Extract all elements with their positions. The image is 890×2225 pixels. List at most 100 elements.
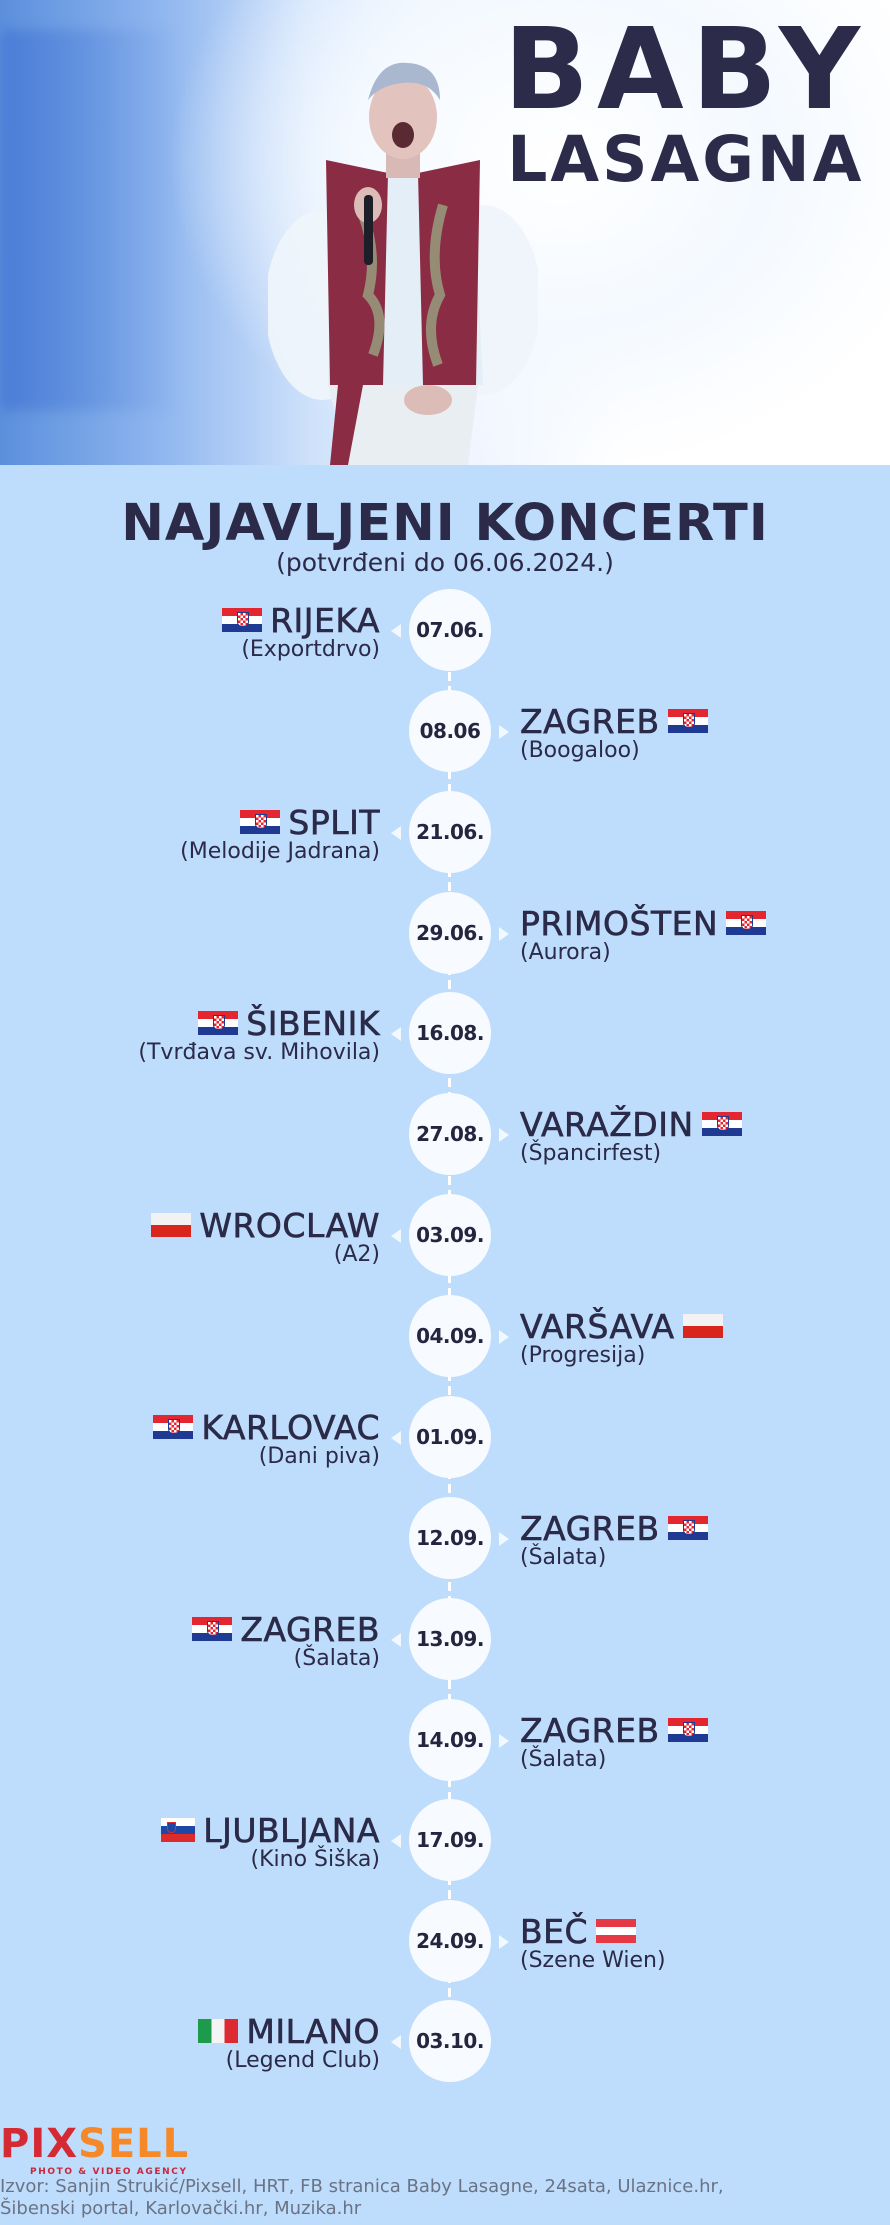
pointer-right-icon bbox=[499, 1128, 509, 1142]
event-date: 04.09. bbox=[409, 1295, 491, 1377]
event-label: WROCLAW (A2) bbox=[151, 1208, 380, 1266]
pointer-right-icon bbox=[499, 1330, 509, 1344]
event-venue: (Tvrđava sv. Mihovila) bbox=[138, 1040, 380, 1065]
event-venue: (Melodije Jadrana) bbox=[180, 839, 380, 864]
event-date: 17.09. bbox=[409, 1799, 491, 1881]
event-venue: (Progresija) bbox=[520, 1343, 646, 1368]
croatia-flag-icon bbox=[222, 608, 263, 632]
section-subtitle: (potvrđeni do 06.06.2024.) bbox=[276, 548, 614, 577]
event-city: ZAGREB bbox=[520, 701, 660, 741]
event-label: MILANO (Legend Club) bbox=[198, 2014, 380, 2072]
pointer-left-icon bbox=[391, 826, 401, 840]
event-city: LJUBLJANA bbox=[203, 1810, 380, 1850]
concert-event: 08.06 ZAGREB (Boogaloo) bbox=[0, 690, 890, 772]
event-venue: (Szene Wien) bbox=[520, 1948, 666, 1973]
event-city: ZAGREB bbox=[520, 1508, 660, 1548]
logo-part-sell: SELL bbox=[78, 2121, 190, 2167]
event-city: MILANO bbox=[246, 2011, 380, 2051]
event-venue: (Boogaloo) bbox=[520, 738, 640, 763]
austria-flag-icon bbox=[596, 1919, 637, 1943]
concert-event: ŠIBENIK (Tvrđava sv. Mihovila) 16.08. bbox=[0, 992, 890, 1074]
event-date: 01.09. bbox=[409, 1396, 491, 1478]
event-city: PRIMOŠTEN bbox=[520, 903, 719, 943]
pointer-right-icon bbox=[499, 1734, 509, 1748]
croatia-flag-icon bbox=[726, 911, 767, 935]
event-venue: (Kino Šiška) bbox=[250, 1847, 380, 1872]
sources-line-2: Šibenski portal, Karlovački.hr, Muzika.h… bbox=[0, 2198, 362, 2219]
event-label: LJUBLJANA (Kino Šiška) bbox=[161, 1813, 380, 1871]
pointer-left-icon bbox=[391, 1633, 401, 1647]
poland-flag-icon bbox=[682, 1314, 723, 1338]
concert-event: RIJEKA (Exportdrvo) 07.06. bbox=[0, 589, 890, 671]
pointer-left-icon bbox=[391, 1229, 401, 1243]
event-date: 27.08. bbox=[409, 1093, 491, 1175]
event-label: PRIMOŠTEN (Aurora) bbox=[520, 903, 767, 965]
event-label: ZAGREB (Šalata) bbox=[192, 1612, 380, 1670]
croatia-flag-icon bbox=[198, 1011, 239, 1035]
event-label: ŠIBENIK (Tvrđava sv. Mihovila) bbox=[138, 1006, 380, 1064]
event-venue: (Šalata) bbox=[520, 1747, 607, 1772]
event-label: SPLIT (Melodije Jadrana) bbox=[180, 805, 380, 863]
pointer-right-icon bbox=[499, 1935, 509, 1949]
event-label: BEČ (Szene Wien) bbox=[520, 1914, 666, 1972]
pointer-right-icon bbox=[499, 1532, 509, 1546]
event-label: ZAGREB (Boogaloo) bbox=[520, 704, 708, 762]
event-label: VARŠAVA (Progresija) bbox=[520, 1309, 723, 1367]
event-venue: (Exportdrvo) bbox=[241, 637, 380, 662]
sources-credit: Izvor: Sanjin Strukić/Pixsell, HRT, FB s… bbox=[0, 2176, 880, 2220]
concert-event: WROCLAW (A2) 03.09. bbox=[0, 1194, 890, 1276]
band-name: BABY LASAGNA bbox=[504, 14, 868, 191]
event-venue: (Aurora) bbox=[520, 940, 611, 965]
pointer-right-icon bbox=[499, 927, 509, 941]
event-date: 03.09. bbox=[409, 1194, 491, 1276]
event-city: VARAŽDIN bbox=[520, 1104, 694, 1144]
event-city: KARLOVAC bbox=[201, 1407, 380, 1447]
poland-flag-icon bbox=[151, 1213, 192, 1237]
pointer-left-icon bbox=[391, 2035, 401, 2049]
event-city: WROCLAW bbox=[199, 1205, 380, 1245]
sources-line-1: Izvor: Sanjin Strukić/Pixsell, HRT, FB s… bbox=[0, 2176, 724, 2197]
event-venue: (Špancirfest) bbox=[520, 1141, 662, 1166]
croatia-flag-icon bbox=[667, 709, 708, 733]
concert-event: MILANO (Legend Club) 03.10. bbox=[0, 2000, 890, 2082]
event-date: 07.06. bbox=[409, 589, 491, 671]
slovenia-flag-icon bbox=[161, 1818, 196, 1842]
event-label: KARLOVAC (Dani piva) bbox=[153, 1410, 380, 1468]
event-date: 21.06. bbox=[409, 791, 491, 873]
pointer-right-icon bbox=[499, 725, 509, 739]
event-venue: (Šalata) bbox=[520, 1545, 607, 1570]
pointer-left-icon bbox=[391, 1027, 401, 1041]
event-city: ZAGREB bbox=[520, 1710, 660, 1750]
event-date: 29.06. bbox=[409, 892, 491, 974]
croatia-flag-icon bbox=[192, 1617, 233, 1641]
stage-light bbox=[0, 30, 180, 410]
event-city: VARŠAVA bbox=[520, 1306, 675, 1346]
croatia-flag-icon bbox=[667, 1718, 708, 1742]
event-city: ŠIBENIK bbox=[246, 1003, 380, 1043]
event-label: ZAGREB (Šalata) bbox=[520, 1713, 708, 1771]
concert-event: 24.09. BEČ (Szene Wien) bbox=[0, 1900, 890, 1982]
concert-event: 12.09. ZAGREB (Šalata) bbox=[0, 1497, 890, 1579]
concert-event: SPLIT (Melodije Jadrana) 21.06. bbox=[0, 791, 890, 873]
concert-event: ZAGREB (Šalata) 13.09. bbox=[0, 1598, 890, 1680]
band-name-line2: LASAGNA bbox=[507, 123, 865, 196]
event-date: 03.10. bbox=[409, 2000, 491, 2082]
performer-photo bbox=[268, 62, 538, 465]
event-venue: (Šalata) bbox=[293, 1646, 380, 1671]
pixsell-logo: PIXSELL PHOTO & VIDEO AGENCY bbox=[0, 2124, 189, 2177]
concert-event: LJUBLJANA (Kino Šiška) 17.09. bbox=[0, 1799, 890, 1881]
croatia-flag-icon bbox=[240, 810, 281, 834]
logo-tagline: PHOTO & VIDEO AGENCY bbox=[30, 2167, 188, 2177]
logo-part-pix: PIX bbox=[0, 2121, 79, 2167]
pointer-left-icon bbox=[391, 1431, 401, 1445]
event-venue: (Legend Club) bbox=[225, 2048, 380, 2073]
event-venue: (Dani piva) bbox=[258, 1444, 380, 1469]
event-label: ZAGREB (Šalata) bbox=[520, 1511, 708, 1569]
concert-event: 04.09. VARŠAVA (Progresija) bbox=[0, 1295, 890, 1377]
event-label: RIJEKA (Exportdrvo) bbox=[222, 603, 380, 661]
event-date: 12.09. bbox=[409, 1497, 491, 1579]
event-date: 13.09. bbox=[409, 1598, 491, 1680]
event-date: 14.09. bbox=[409, 1699, 491, 1781]
concert-event: 14.09. ZAGREB (Šalata) bbox=[0, 1699, 890, 1781]
